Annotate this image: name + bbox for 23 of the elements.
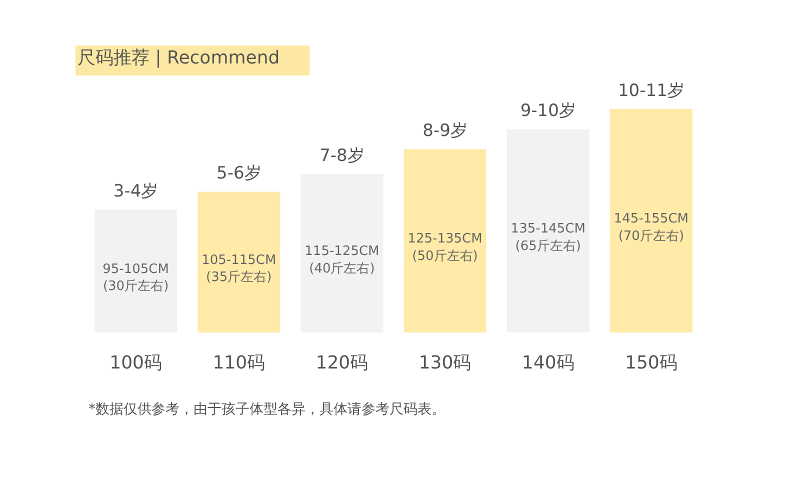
annotation: 145-155CM (70斤左右) bbox=[614, 212, 689, 244]
annotation: 135-145CM (65斤左右) bbox=[510, 222, 586, 254]
bar bbox=[198, 192, 280, 332]
annotation: 9-10岁 bbox=[520, 101, 576, 122]
x-tick-label: 100码 bbox=[110, 352, 162, 374]
annotation: 7-8岁 bbox=[320, 146, 364, 166]
annotation: 105-115CM (35斤左右) bbox=[202, 252, 276, 286]
x-tick-label: 140码 bbox=[522, 352, 574, 374]
chart-title: 尺码推荐 | Recommend bbox=[78, 48, 280, 68]
annotation: 115-125CM (40斤左右) bbox=[304, 244, 380, 276]
x-tick-label: 150码 bbox=[625, 352, 678, 374]
annotation: 5-6岁 bbox=[216, 164, 262, 184]
bar bbox=[610, 109, 692, 332]
x-tick-label: 110码 bbox=[212, 352, 266, 374]
text: *数据仅供参考，由于孩子体型各异，具体请参考尺码表。 bbox=[88, 402, 446, 418]
annotation: 10-11岁 bbox=[618, 81, 684, 102]
x-tick-label: 130码 bbox=[418, 352, 472, 374]
annotation: 8-9岁 bbox=[422, 121, 468, 142]
annotation: 3-4岁 bbox=[113, 182, 158, 202]
x-tick-label: 120码 bbox=[316, 352, 368, 374]
bar bbox=[404, 149, 486, 332]
annotation: 125-135CM (50斤左右) bbox=[408, 232, 482, 264]
annotation: 95-105CM (30斤左右) bbox=[102, 262, 169, 294]
